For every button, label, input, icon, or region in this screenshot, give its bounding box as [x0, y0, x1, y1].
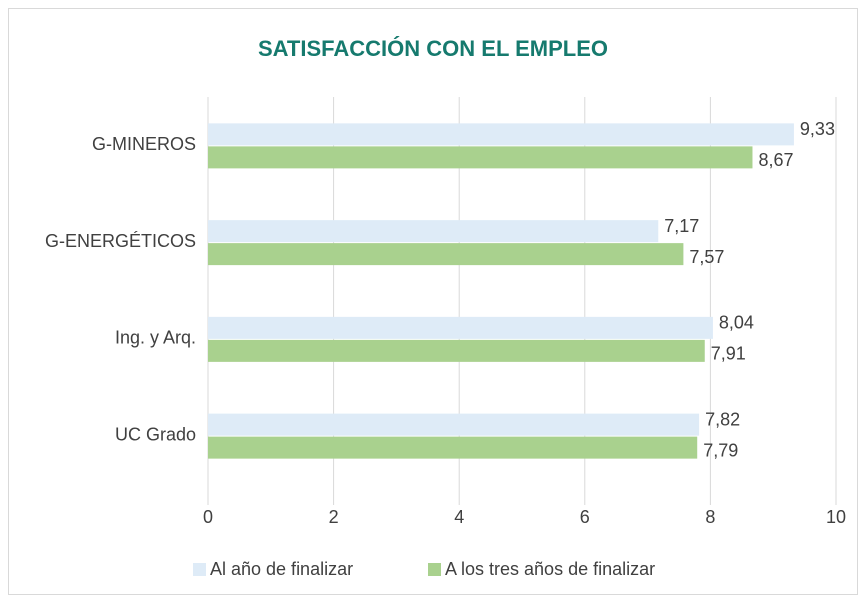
y-tick-label: Ing. y Arq.	[115, 328, 196, 348]
x-tick-label: 0	[203, 507, 213, 527]
bar	[208, 243, 684, 266]
bar	[208, 146, 753, 169]
data-label: 7,57	[689, 247, 724, 267]
x-tick-label: 8	[705, 507, 715, 527]
chart-border	[8, 8, 858, 595]
x-tick-label: 4	[454, 507, 464, 527]
bar	[208, 220, 659, 243]
y-tick-label: UC Grado	[115, 424, 196, 444]
data-label: 7,79	[703, 440, 738, 460]
bar	[208, 436, 698, 459]
legend-swatch	[428, 563, 441, 576]
data-label: 7,82	[705, 409, 740, 429]
data-label: 8,67	[758, 150, 793, 170]
legend-label: Al año de finalizar	[210, 559, 353, 579]
bar	[208, 316, 713, 339]
x-tick-label: 2	[329, 507, 339, 527]
bar	[208, 413, 700, 436]
data-label: 7,91	[711, 344, 746, 364]
bar	[208, 123, 794, 146]
legend-swatch	[193, 563, 206, 576]
y-tick-label: G-ENERGÉTICOS	[45, 231, 196, 251]
x-tick-label: 10	[826, 507, 846, 527]
chart-title: SATISFACCIÓN CON EL EMPLEO	[258, 36, 608, 61]
data-label: 9,33	[800, 119, 835, 139]
bar	[208, 339, 705, 362]
legend-label: A los tres años de finalizar	[445, 559, 655, 579]
data-label: 7,17	[664, 216, 699, 236]
data-label: 8,04	[719, 313, 754, 333]
y-tick-label: G-MINEROS	[92, 134, 196, 154]
x-tick-label: 6	[580, 507, 590, 527]
